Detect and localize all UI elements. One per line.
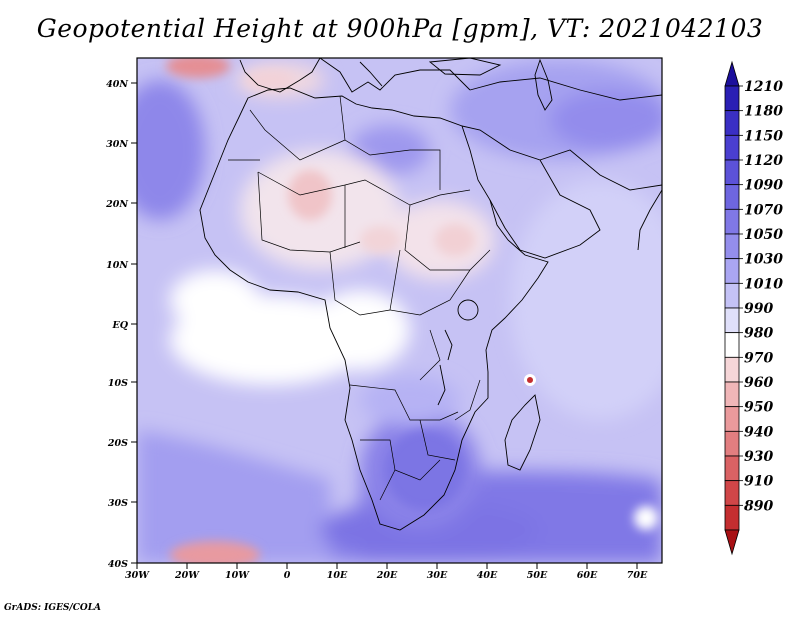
svg-text:EQ: EQ — [111, 320, 128, 331]
colorbar-label: 1120 — [744, 153, 783, 169]
colorbar-arrow-bottom — [724, 529, 740, 556]
colorbar-box — [724, 159, 740, 186]
colorbar-label: 1070 — [744, 202, 783, 218]
lon-tick-9: 60E — [577, 563, 598, 581]
colorbar-box — [724, 332, 740, 358]
svg-text:60E: 60E — [577, 570, 598, 581]
lat-tick-8: 40S — [108, 559, 137, 570]
colorbar-label: 970 — [744, 350, 773, 366]
colorbar-arrow-top — [724, 60, 740, 87]
colorbar: 1210 1180 1150 1120 1090 1070 1050 1030 1010 990 9… — [724, 60, 783, 556]
colorbar-label: 1210 — [744, 79, 783, 95]
svg-text:30S: 30S — [108, 498, 128, 509]
svg-text:70E: 70E — [627, 570, 648, 581]
svg-text:50E: 50E — [527, 570, 548, 581]
colorbar-box — [724, 258, 740, 284]
lat-tick-3: 10N — [106, 260, 137, 271]
map-title: Geopotential Height at 900hPa [gpm], VT:… — [36, 14, 764, 43]
svg-text:10W: 10W — [225, 570, 250, 581]
lat-tick-0: 40N — [106, 79, 137, 90]
svg-text:10E: 10E — [327, 570, 348, 581]
svg-text:30W: 30W — [125, 570, 150, 581]
lon-tick-0: 30W — [125, 563, 150, 581]
svg-text:20E: 20E — [376, 570, 398, 581]
svg-text:10S: 10S — [108, 378, 128, 389]
colorbar-label: 1180 — [744, 104, 783, 120]
colorbar-label: 1150 — [744, 128, 783, 144]
political-borders — [228, 95, 491, 501]
lon-tick-7: 40E — [477, 563, 498, 581]
svg-text:20S: 20S — [107, 438, 128, 449]
lon-tick-2: 10W — [225, 563, 250, 581]
lon-tick-1: 20W — [174, 563, 200, 581]
svg-text:0: 0 — [284, 570, 291, 581]
colorbar-label: 990 — [744, 301, 773, 317]
svg-text:20W: 20W — [174, 570, 200, 581]
colorbar-box — [724, 430, 740, 457]
colorbar-label: 960 — [744, 375, 773, 391]
colorbar-label: 1010 — [744, 276, 783, 292]
colorbar-label: 950 — [744, 400, 773, 416]
colorbar-label: 1050 — [744, 227, 783, 243]
svg-text:30E: 30E — [427, 570, 448, 581]
colorbar-box — [724, 134, 740, 161]
colorbar-box — [724, 282, 740, 309]
plot-frame — [136, 57, 663, 564]
colorbar-label: 930 — [744, 449, 773, 465]
colorbar-box — [724, 381, 740, 408]
svg-text:40S: 40S — [108, 559, 128, 570]
geopotential-shading — [137, 58, 662, 563]
grads-credit: GrADS: IGES/COLA — [4, 603, 102, 613]
colorbar-label: 1030 — [744, 252, 783, 268]
coastlines — [199, 58, 662, 531]
colorbar-box — [724, 406, 740, 432]
colorbar-box — [724, 307, 740, 334]
colorbar-label: 940 — [744, 424, 773, 440]
svg-text:40N: 40N — [106, 79, 128, 90]
colorbar-label: 980 — [744, 326, 773, 342]
colorbar-box — [724, 504, 740, 531]
svg-text:40E: 40E — [477, 570, 498, 581]
svg-text:30N: 30N — [106, 139, 128, 150]
colorbar-box — [724, 480, 740, 506]
svg-text:20N: 20N — [105, 199, 128, 210]
lon-tick-4: 10E — [327, 563, 348, 581]
colorbar-label: 910 — [744, 474, 773, 490]
colorbar-box — [724, 110, 740, 136]
lat-tick-4: EQ — [111, 320, 137, 331]
lat-tick-6: 20S — [107, 438, 137, 449]
lat-tick-2: 20N — [105, 199, 137, 210]
lon-tick-10: 70E — [627, 563, 648, 581]
colorbar-box — [724, 356, 740, 383]
colorbar-box — [724, 208, 740, 235]
lat-tick-5: 10S — [108, 378, 137, 389]
colorbar-box — [724, 184, 740, 210]
colorbar-box — [724, 455, 740, 482]
colorbar-label: 1090 — [744, 178, 783, 194]
colorbar-box — [724, 233, 740, 260]
lon-tick-5: 20E — [376, 563, 398, 581]
lon-tick-3: 0 — [284, 563, 291, 581]
colorbar-label: 890 — [744, 498, 773, 514]
lon-tick-6: 30E — [427, 563, 448, 581]
lat-tick-1: 30N — [106, 139, 137, 150]
lat-tick-7: 30S — [108, 498, 137, 509]
colorbar-box — [724, 85, 740, 112]
lon-tick-8: 50E — [527, 563, 548, 581]
svg-text:10N: 10N — [106, 260, 128, 271]
